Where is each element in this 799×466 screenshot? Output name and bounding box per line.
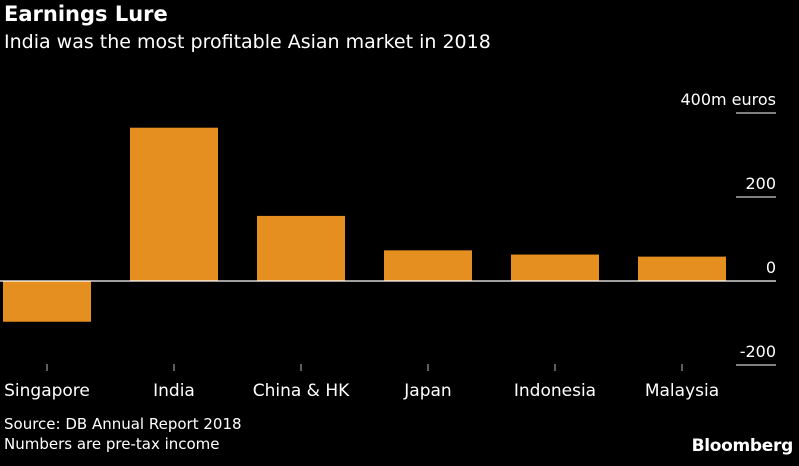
x-tick-label: Singapore bbox=[4, 381, 90, 401]
x-tick-label: China & HK bbox=[253, 381, 350, 401]
y-tick-label: -200 bbox=[740, 342, 776, 361]
bar bbox=[384, 250, 472, 281]
bar bbox=[638, 256, 726, 281]
bar bbox=[511, 254, 599, 281]
bar-chart: 400m euros 200 0 -200 Singapore India China & … bbox=[0, 90, 776, 401]
footnote: Numbers are pre-tax income bbox=[4, 435, 220, 453]
y-tick-label: 200 bbox=[745, 174, 776, 193]
x-tick-label: Malaysia bbox=[645, 381, 719, 401]
chart-footer: Source: DB Annual Report 2018 Numbers ar… bbox=[4, 414, 242, 454]
x-tick-label: India bbox=[153, 381, 195, 401]
y-tick-label: 400m euros bbox=[680, 90, 776, 109]
bar bbox=[130, 127, 218, 281]
y-tick-label: 0 bbox=[766, 258, 776, 277]
chart-subtitle: India was the most profitable Asian mark… bbox=[4, 31, 491, 53]
bar bbox=[257, 215, 345, 281]
x-tick-label: Indonesia bbox=[514, 381, 596, 401]
source-note: Source: DB Annual Report 2018 bbox=[4, 415, 242, 433]
x-tick-label: Japan bbox=[403, 381, 451, 401]
bloomberg-logo: Bloomberg bbox=[691, 436, 794, 456]
bar bbox=[3, 281, 91, 322]
chart-title: Earnings Lure bbox=[4, 2, 168, 26]
